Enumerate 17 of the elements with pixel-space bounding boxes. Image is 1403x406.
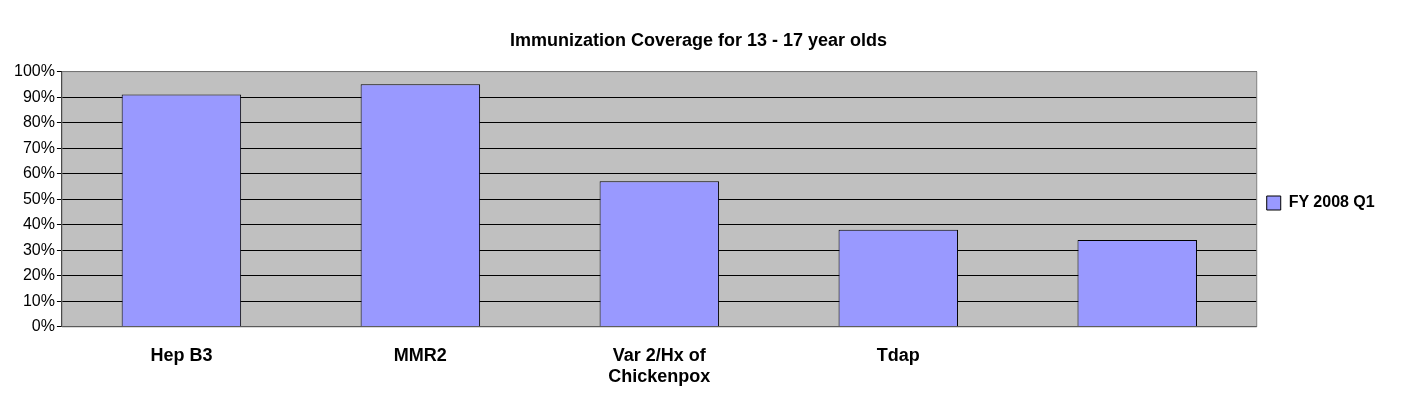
x-tick-label: Var 2/Hx of Chickenpox: [608, 344, 711, 387]
y-tick-label: 20%: [22, 266, 55, 284]
y-tick-label: 100%: [14, 62, 55, 80]
legend-label: FY 2008 Q1: [1288, 193, 1375, 211]
y-tick-label: 30%: [22, 240, 55, 258]
chart-title: Immunization Coverage for 13 - 17 year olds: [509, 29, 888, 50]
y-tick-label: 80%: [22, 113, 55, 131]
y-tick-label: 70%: [22, 138, 55, 156]
x-tick-label: MMR2: [393, 344, 447, 365]
y-tick-label: 50%: [22, 189, 55, 207]
y-tick-label: 40%: [22, 215, 55, 233]
y-tick-label: 60%: [22, 164, 55, 182]
x-tick-label: Tdap: [876, 344, 920, 365]
y-tick-label: 90%: [22, 87, 55, 105]
x-tick-label: Hep B3: [150, 344, 213, 365]
y-tick-label: 0%: [31, 317, 55, 335]
y-tick-label: 10%: [22, 291, 55, 309]
